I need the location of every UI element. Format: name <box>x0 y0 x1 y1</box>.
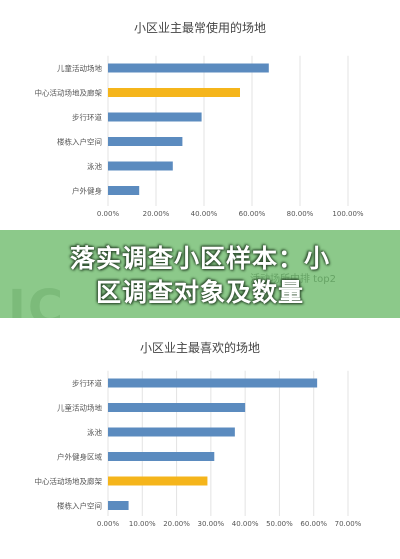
y-category-label: 楼栋入户空间 <box>57 501 102 511</box>
y-category-label: 步行环道 <box>72 112 102 122</box>
bar <box>108 63 269 73</box>
x-tick-label: 100.00% <box>332 210 363 218</box>
x-tick-label: 20.00% <box>143 210 170 218</box>
x-tick-label: 50.00% <box>266 520 293 528</box>
bar <box>108 403 246 412</box>
bar <box>108 161 173 171</box>
bar <box>108 137 183 146</box>
x-tick-label: 30.00% <box>198 520 225 528</box>
chart-most-liked: 小区业主最喜欢的场地 0.00% 10.00% 20.00% 30.00% 40.00% 5… <box>0 318 400 555</box>
bar <box>108 88 240 97</box>
x-tick-label: 20.00% <box>163 520 190 528</box>
x-tick-label: 80.00% <box>287 210 314 218</box>
y-category-label: 户外健身 <box>72 186 102 196</box>
headline-banner: IC 活动场所中排 top2 落实调查小区样本：小 区调查对象及数量 <box>0 230 400 318</box>
y-category-label: 中心活动场地及廊架 <box>35 88 103 98</box>
y-category-label: 泳池 <box>87 161 102 171</box>
x-tick-label: 0.00% <box>97 520 120 528</box>
bar <box>108 186 140 195</box>
x-tick-label: 40.00% <box>191 210 218 218</box>
chart-most-liked-svg: 小区业主最喜欢的场地 0.00% 10.00% 20.00% 30.00% 40.00% 5… <box>35 340 362 528</box>
x-tick-label: 70.00% <box>335 520 362 528</box>
y-category-label: 步行环道 <box>72 378 102 388</box>
banner-headline-line2: 区调查对象及数量 <box>95 278 304 307</box>
chart-title: 小区业主最常使用的场地 <box>134 20 266 35</box>
banner-ghost-note: 活动场所中排 top2 <box>250 274 336 285</box>
chart-most-used-svg: 小区业主最常使用的场地 0.00% 20.00% 40.00% 60.00% 80.00%… <box>35 20 364 218</box>
banner-headline-line1: 落实调查小区样本：小 <box>69 244 330 273</box>
y-category-label: 儿童活动场地 <box>57 403 102 413</box>
y-category-label: 楼栋入户空间 <box>57 137 102 147</box>
bar <box>108 112 202 122</box>
y-category-label: 中心活动场地及廊架 <box>35 476 103 486</box>
y-category-label: 户外健身区域 <box>57 452 102 462</box>
bar <box>108 452 215 461</box>
y-category-label: 儿童活动场地 <box>57 63 102 73</box>
banner-ghost-text: IC <box>8 280 66 318</box>
chart-title: 小区业主最喜欢的场地 <box>140 340 260 355</box>
bar <box>108 378 318 388</box>
x-tick-label: 0.00% <box>97 210 120 218</box>
x-tick-label: 40.00% <box>232 520 259 528</box>
x-tick-label: 10.00% <box>129 520 156 528</box>
bar <box>108 501 129 510</box>
y-category-label: 泳池 <box>87 427 102 437</box>
bar <box>108 427 235 437</box>
x-tick-label: 60.00% <box>300 520 327 528</box>
chart-most-used: 小区业主最常使用的场地 0.00% 20.00% 40.00% 60.00% 80.00%… <box>0 0 400 230</box>
bar <box>108 476 208 486</box>
banner-headline: 落实调查小区样本：小 区调查对象及数量 <box>0 242 400 310</box>
x-tick-label: 60.00% <box>239 210 266 218</box>
